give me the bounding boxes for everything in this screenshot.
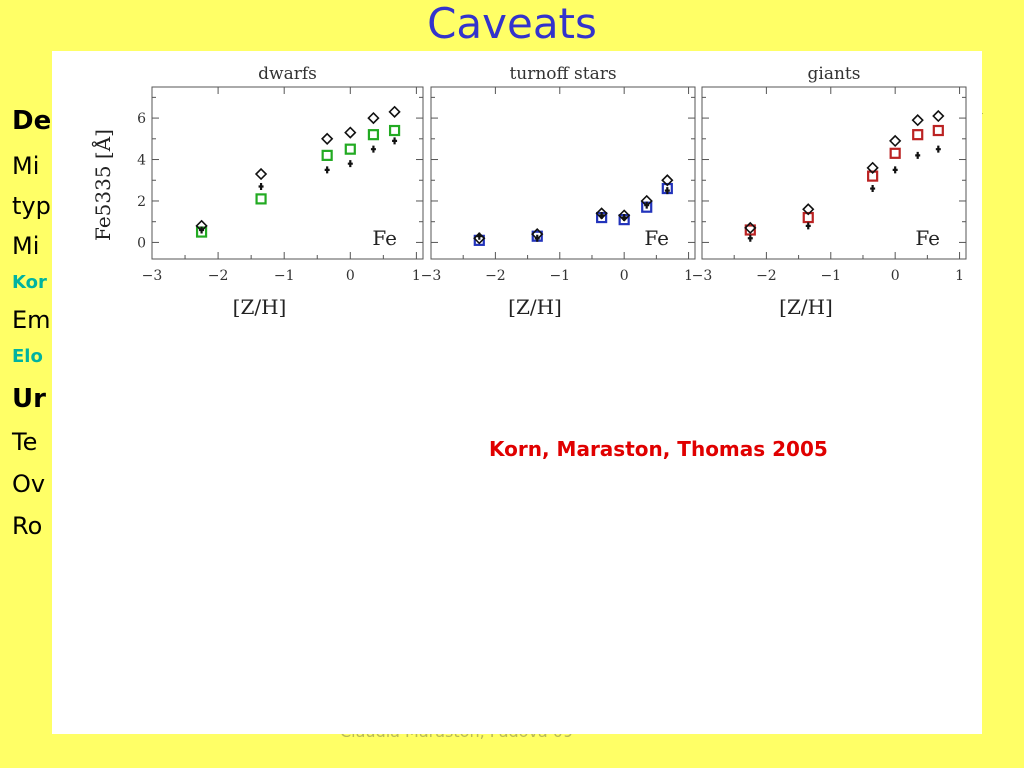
- data-point-plus: [199, 226, 205, 234]
- data-point-diamond: [932, 109, 945, 123]
- x-tick-label: −1: [274, 268, 295, 284]
- y-axis-label: Fe5335 [Å]: [90, 129, 115, 241]
- data-point-plus: [392, 137, 398, 145]
- data-point-diamond: [473, 232, 486, 245]
- background-line: De: [12, 106, 52, 136]
- x-tick-label: −1: [549, 268, 570, 284]
- data-point-plus: [534, 234, 540, 242]
- background-line: Mi: [12, 152, 40, 180]
- data-point-square: [367, 129, 380, 141]
- panel-title: giants: [808, 64, 861, 84]
- x-tick-label: −3: [692, 268, 713, 284]
- y-tick-label: 6: [137, 111, 146, 127]
- data-point-square: [912, 129, 924, 141]
- panel-annotation: Fe: [915, 226, 940, 250]
- x-tick-label: 1: [412, 268, 421, 284]
- data-point-square: [889, 147, 901, 159]
- data-point-plus: [747, 234, 753, 242]
- x-tick-label: −1: [820, 268, 841, 284]
- data-point-diamond: [744, 221, 757, 235]
- y-tick-label: 4: [137, 153, 146, 169]
- data-point-square: [255, 193, 267, 205]
- data-point-square: [802, 211, 814, 224]
- background-line: Mi: [12, 232, 40, 260]
- y-tick-label: 2: [137, 194, 146, 210]
- data-point-plus: [476, 232, 482, 240]
- panel-title: dwarfs: [258, 64, 317, 84]
- data-point-plus: [892, 166, 898, 174]
- data-point-plus: [915, 151, 921, 159]
- panel-title: turnoff stars: [509, 64, 616, 84]
- data-point-plus: [644, 201, 650, 209]
- background-line: Te: [12, 428, 38, 456]
- data-point-diamond: [388, 105, 401, 118]
- data-point-plus: [324, 166, 330, 174]
- background-line: Kor: [12, 272, 47, 293]
- data-point-plus: [599, 211, 605, 219]
- x-tick-label: 0: [891, 268, 900, 284]
- background-line: Ov: [12, 470, 46, 498]
- x-tick-label: −2: [208, 268, 229, 284]
- data-point-square: [867, 170, 879, 182]
- x-tick-label: −2: [485, 268, 506, 284]
- x-tick-label: −3: [421, 268, 442, 284]
- figure-credit: Korn, Maraston, Thomas 2005: [489, 437, 828, 461]
- data-point-diamond: [344, 126, 357, 139]
- data-point-plus: [347, 160, 353, 168]
- slide-title: Caveats: [427, 0, 597, 48]
- figure-svg: dwarfs −3 −2 −1 0 1 0 2 4 6 [Z/H] Fe5335 [Å] Fe turno…: [90, 64, 967, 319]
- background-line: Elo: [12, 346, 43, 367]
- data-point-plus: [664, 187, 670, 195]
- background-line: Ur: [12, 384, 46, 414]
- data-point-plus: [870, 185, 876, 193]
- x-axis-label: [Z/H]: [779, 295, 833, 319]
- data-point-square: [344, 143, 356, 155]
- y-tick-label: 0: [137, 235, 146, 251]
- x-axis-label: [Z/H]: [233, 295, 287, 319]
- x-tick-label: 0: [346, 268, 355, 284]
- data-point-square: [932, 124, 944, 137]
- data-point-diamond: [661, 174, 674, 187]
- data-point-diamond: [866, 161, 879, 174]
- data-point-square: [321, 149, 333, 161]
- data-point-diamond: [321, 132, 334, 145]
- figure-panel: dwarfs −3 −2 −1 0 1 0 2 4 6 [Z/H] Fe5335 [Å] Fe turno…: [52, 51, 982, 734]
- data-point-plus: [258, 182, 264, 190]
- data-point-plus: [621, 214, 627, 222]
- data-point-plus: [370, 145, 376, 153]
- data-point-diamond: [911, 114, 924, 127]
- data-point-diamond: [802, 203, 815, 216]
- data-point-square: [388, 124, 401, 137]
- x-axis-label: [Z/H]: [508, 295, 562, 319]
- background-line: Ro: [12, 512, 43, 540]
- data-point-diamond: [254, 167, 268, 181]
- x-tick-label: 0: [620, 268, 629, 284]
- panel-annotation: Fe: [644, 226, 669, 250]
- x-tick-label: 1: [955, 268, 964, 284]
- background-line: typ: [12, 192, 51, 220]
- data-point-square: [744, 224, 756, 236]
- x-tick-label: −3: [142, 268, 163, 284]
- x-tick-label: −2: [756, 268, 777, 284]
- data-point-diamond: [367, 111, 380, 125]
- background-line: Em: [12, 306, 51, 334]
- plot-frame: [430, 86, 696, 260]
- data-point-diamond: [889, 134, 902, 148]
- x-tick-label: 1: [684, 268, 693, 284]
- data-point-plus: [805, 222, 811, 230]
- panel-annotation: Fe: [372, 226, 397, 250]
- data-point-plus: [935, 145, 941, 153]
